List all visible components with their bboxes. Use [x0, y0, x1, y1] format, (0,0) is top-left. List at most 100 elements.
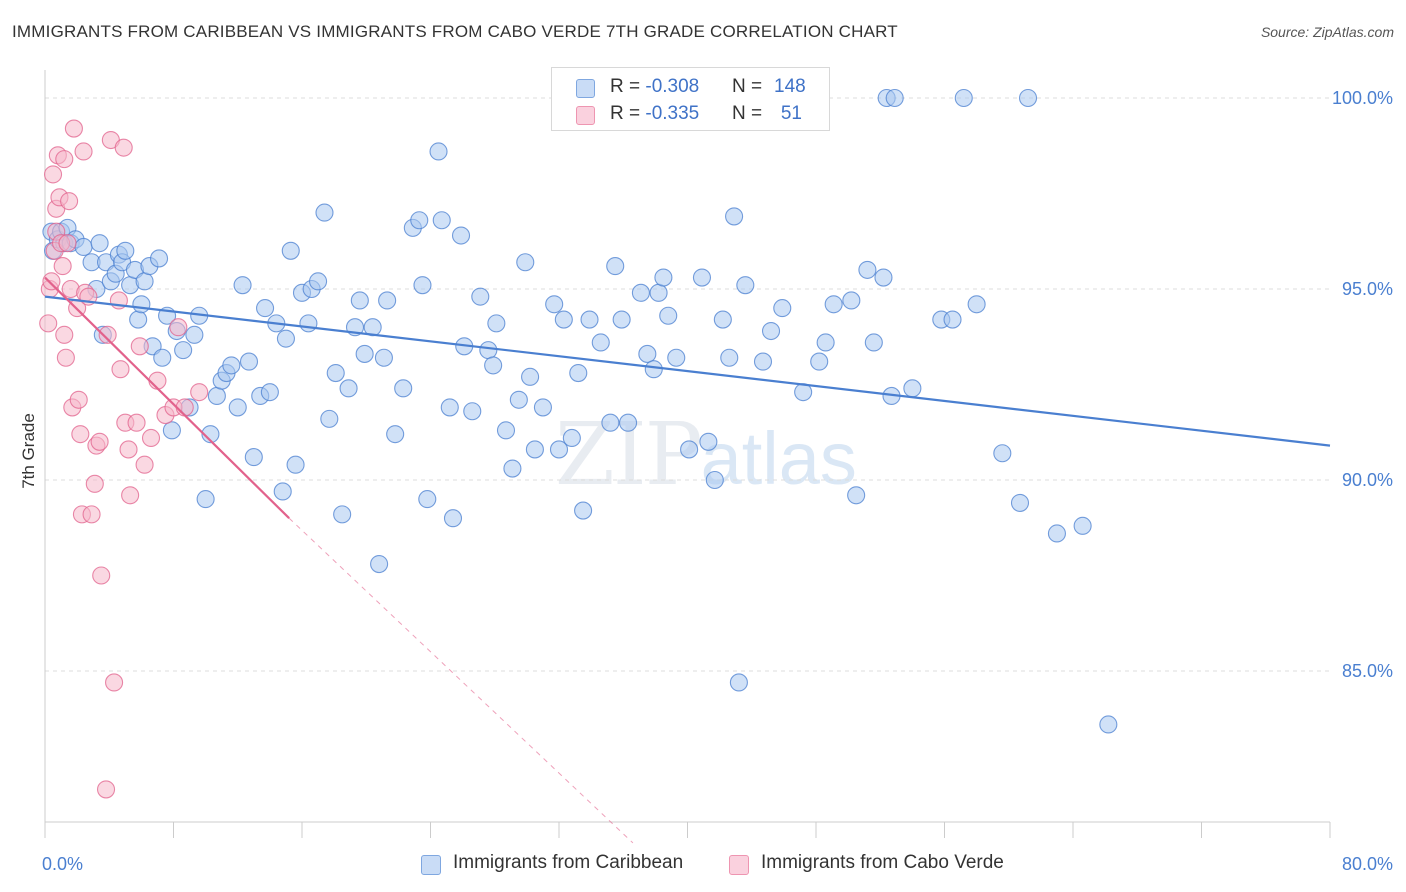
cabo-verde-point — [85, 474, 104, 493]
cabo-verde-point — [169, 318, 188, 337]
caribbean-point — [132, 295, 151, 314]
legend-r-label: R = — [610, 76, 646, 97]
caribbean-point — [496, 421, 516, 440]
y-tick-label-1: 95.0% — [1342, 279, 1393, 299]
caribbean-point — [729, 673, 748, 692]
cabo-verde-point — [60, 192, 79, 211]
caribbean-point — [824, 295, 843, 314]
caribbean-point — [606, 257, 625, 276]
caribbean-point — [649, 283, 668, 302]
caribbean-point — [1073, 516, 1092, 535]
caribbean-point — [562, 428, 581, 448]
caribbean-point — [705, 470, 724, 490]
caribbean-point — [509, 390, 528, 409]
caribbean-point — [116, 241, 135, 260]
caribbean-point — [713, 310, 732, 329]
caribbean-point — [339, 379, 358, 398]
caribbean-point — [432, 211, 451, 230]
caribbean-point — [533, 398, 552, 417]
cabo-verde-point — [69, 390, 88, 409]
caribbean-point — [281, 241, 300, 260]
cabo-verde-point — [96, 780, 116, 799]
caribbean-point — [903, 379, 922, 398]
caribbean-point — [129, 310, 148, 329]
caribbean-point — [201, 425, 220, 444]
caribbean-point — [580, 310, 599, 329]
caribbean-point — [667, 348, 686, 367]
caribbean-points — [42, 88, 1118, 734]
caribbean-point — [309, 272, 328, 291]
cabo-verde-point — [39, 314, 58, 333]
cabo-verde-point — [175, 398, 194, 417]
caribbean-point — [153, 348, 172, 367]
cabo-verde-point — [42, 272, 61, 291]
caribbean-point — [619, 413, 638, 432]
caribbean-point — [1047, 524, 1066, 543]
cabo-verde-point — [105, 673, 124, 692]
cabo-verde-point — [82, 505, 101, 524]
caribbean-point — [601, 413, 620, 432]
legend-swatch-cabo-verde — [576, 106, 595, 125]
legend-r-value: -0.335 — [645, 103, 700, 124]
caribbean-point — [149, 249, 169, 268]
caribbean-point — [451, 226, 471, 245]
cabo-verde-trend-extension — [288, 517, 634, 844]
y-tick-label-2: 90.0% — [1342, 470, 1393, 490]
caribbean-point — [374, 348, 393, 367]
caribbean-trend-line — [44, 295, 1331, 447]
correlation-legend: R = -0.308 N = 148 R = -0.335 N = 51 — [551, 67, 830, 131]
bottom-legend-label-cabo-verde: Immigrants from Cabo Verde — [761, 852, 1004, 873]
caribbean-point — [521, 367, 540, 386]
caribbean-point — [260, 383, 279, 402]
caribbean-point — [90, 234, 109, 253]
caribbean-point — [74, 237, 93, 257]
cabo-verde-point — [64, 119, 83, 138]
caribbean-point — [736, 276, 755, 295]
source-label: Source: ZipAtlas.com — [1260, 24, 1394, 40]
cabo-verde-point — [114, 138, 133, 157]
cabo-verde-point — [58, 234, 77, 253]
cabo-verde-point — [55, 325, 74, 344]
axes — [44, 70, 1331, 838]
caribbean-point — [299, 314, 318, 333]
caribbean-point — [233, 276, 252, 295]
caribbean-point — [638, 344, 657, 363]
caribbean-point — [286, 455, 305, 474]
caribbean-point — [350, 291, 369, 310]
legend-r-label: R = — [610, 103, 646, 124]
cabo-verde-point — [119, 440, 138, 459]
caribbean-point — [1010, 493, 1030, 512]
caribbean-point — [443, 509, 463, 528]
caribbean-point — [418, 490, 437, 509]
cabo-verde-point — [74, 142, 93, 161]
caribbean-point — [612, 310, 631, 329]
caribbean-point — [276, 329, 295, 348]
caribbean-point — [545, 295, 564, 314]
legend-n-label: N = — [732, 76, 763, 97]
cabo-verde-point — [190, 383, 209, 402]
caribbean-point — [410, 211, 429, 230]
caribbean-point — [753, 352, 773, 371]
caribbean-point — [659, 306, 678, 325]
caribbean-point — [720, 348, 739, 367]
caribbean-point — [370, 554, 389, 574]
caribbean-point — [207, 386, 226, 406]
caribbean-point — [680, 440, 699, 459]
caribbean-point — [174, 341, 193, 360]
caribbean-point — [967, 295, 986, 314]
y-axis-label: 7th Grade — [19, 413, 38, 489]
caribbean-point — [315, 203, 334, 222]
bottom-legend-label-caribbean: Immigrants from Caribbean — [453, 852, 684, 873]
caribbean-point — [239, 352, 259, 371]
caribbean-point — [569, 363, 588, 383]
bottom-legend-caribbean: Immigrants from Caribbean — [421, 852, 711, 876]
caribbean-point — [810, 352, 829, 371]
caribbean-point — [773, 299, 792, 318]
caribbean-point — [591, 333, 610, 352]
legend-r-caribbean: R = -0.308 — [610, 76, 699, 98]
legend-n-label: N = — [732, 103, 763, 124]
caribbean-point — [847, 486, 866, 505]
cabo-verde-point — [130, 337, 149, 356]
caribbean-point — [355, 344, 374, 363]
